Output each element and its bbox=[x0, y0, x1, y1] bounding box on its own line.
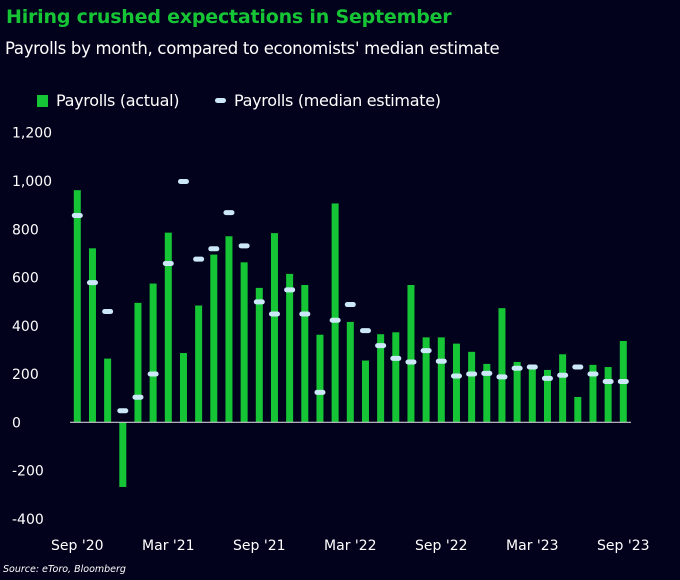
bar-actual bbox=[468, 351, 476, 423]
bar-actual bbox=[604, 367, 612, 423]
bar-actual bbox=[392, 332, 400, 423]
y-tick-label: 0 bbox=[12, 415, 21, 431]
marker-estimate bbox=[587, 371, 599, 377]
bar-actual bbox=[361, 360, 369, 423]
bar-actual bbox=[346, 321, 354, 423]
bar-actual bbox=[270, 233, 278, 423]
bar-actual bbox=[225, 236, 233, 423]
marker-estimate bbox=[177, 178, 189, 184]
bar-actual bbox=[543, 369, 551, 423]
marker-estimate bbox=[496, 374, 508, 380]
y-tick-label: 1,000 bbox=[12, 174, 52, 190]
marker-estimate bbox=[557, 372, 569, 378]
marker-estimate bbox=[284, 287, 296, 293]
marker-estimate bbox=[238, 243, 250, 249]
y-tick-label: -400 bbox=[12, 512, 44, 528]
chart-subtitle: Payrolls by month, compared to economist… bbox=[5, 39, 500, 58]
marker-estimate bbox=[375, 343, 387, 349]
bar-actual bbox=[513, 361, 521, 423]
bar-actual bbox=[377, 334, 385, 423]
bar-actual bbox=[483, 363, 491, 423]
marker-estimate bbox=[223, 210, 235, 216]
legend-label-estimate: Payrolls (median estimate) bbox=[234, 91, 441, 110]
bar-actual bbox=[452, 343, 460, 423]
bar-actual bbox=[437, 337, 445, 423]
source-note: Source: eToro, Bloomberg bbox=[3, 564, 126, 575]
marker-estimate bbox=[450, 373, 462, 379]
bar-actual bbox=[422, 337, 430, 423]
y-tick-label: -200 bbox=[12, 464, 44, 480]
marker-estimate bbox=[299, 311, 311, 317]
bar-actual bbox=[240, 262, 248, 423]
legend-item-actual: Payrolls (actual) bbox=[37, 91, 179, 110]
marker-estimate bbox=[268, 311, 280, 317]
y-tick-label: 200 bbox=[12, 367, 39, 383]
legend-item-estimate: Payrolls (median estimate) bbox=[215, 91, 441, 110]
marker-estimate bbox=[602, 379, 614, 385]
bar-actual bbox=[528, 365, 536, 423]
bar-actual bbox=[104, 358, 112, 423]
marker-estimate bbox=[359, 328, 371, 334]
x-tick-label: Mar '23 bbox=[506, 538, 559, 554]
marker-estimate bbox=[193, 256, 205, 262]
bar-actual bbox=[164, 232, 172, 423]
marker-estimate bbox=[147, 371, 159, 377]
marker-estimate bbox=[132, 394, 144, 400]
marker-estimate bbox=[86, 280, 98, 286]
marker-estimate bbox=[117, 408, 129, 414]
x-tick-label: Sep '21 bbox=[233, 538, 286, 554]
bar-actual bbox=[574, 396, 582, 423]
bar-actual bbox=[134, 302, 142, 423]
bar-actual bbox=[149, 283, 157, 423]
bar-actual bbox=[255, 287, 263, 423]
x-tick-label: Mar '21 bbox=[142, 538, 195, 554]
marker-estimate bbox=[344, 302, 356, 308]
marker-estimate bbox=[102, 309, 114, 315]
y-tick-label: 1,200 bbox=[12, 126, 52, 142]
marker-estimate bbox=[162, 261, 174, 267]
marker-estimate bbox=[208, 246, 220, 252]
marker-estimate bbox=[420, 348, 432, 354]
marker-estimate bbox=[435, 358, 447, 364]
y-tick-label: 400 bbox=[12, 319, 39, 335]
marker-estimate bbox=[511, 365, 523, 371]
bar-actual bbox=[331, 203, 339, 423]
bar-actual bbox=[73, 190, 81, 423]
legend-swatch-actual bbox=[37, 94, 48, 107]
marker-estimate bbox=[329, 317, 341, 323]
y-tick-label: 600 bbox=[12, 271, 39, 287]
x-tick-label: Mar '22 bbox=[324, 538, 377, 554]
x-tick-label: Sep '23 bbox=[597, 538, 650, 554]
marker-estimate bbox=[572, 364, 584, 370]
marker-estimate bbox=[617, 379, 629, 385]
bar-actual bbox=[286, 273, 294, 423]
marker-estimate bbox=[253, 299, 265, 305]
legend-swatch-estimate bbox=[215, 98, 226, 103]
x-tick-label: Sep '22 bbox=[415, 538, 468, 554]
bar-actual bbox=[119, 422, 127, 487]
bar-actual bbox=[301, 285, 309, 423]
bar-actual bbox=[179, 353, 187, 423]
marker-estimate bbox=[466, 371, 478, 377]
marker-estimate bbox=[481, 370, 493, 376]
bar-actual bbox=[589, 364, 597, 423]
marker-estimate bbox=[526, 364, 538, 370]
bar-actual bbox=[88, 248, 96, 423]
marker-estimate bbox=[71, 213, 83, 219]
bar-actual bbox=[195, 305, 203, 423]
marker-estimate bbox=[541, 375, 553, 381]
chart-title: Hiring crushed expectations in September bbox=[6, 6, 452, 28]
bar-actual bbox=[407, 285, 415, 423]
marker-estimate bbox=[314, 389, 326, 395]
bar-actual bbox=[498, 308, 506, 423]
y-tick-label: 800 bbox=[12, 222, 39, 238]
marker-estimate bbox=[390, 355, 402, 361]
legend-label-actual: Payrolls (actual) bbox=[56, 91, 180, 110]
marker-estimate bbox=[405, 359, 417, 365]
bar-actual bbox=[316, 334, 324, 423]
bar-actual bbox=[559, 354, 567, 423]
x-tick-label: Sep '20 bbox=[51, 538, 104, 554]
bar-actual bbox=[210, 254, 218, 423]
